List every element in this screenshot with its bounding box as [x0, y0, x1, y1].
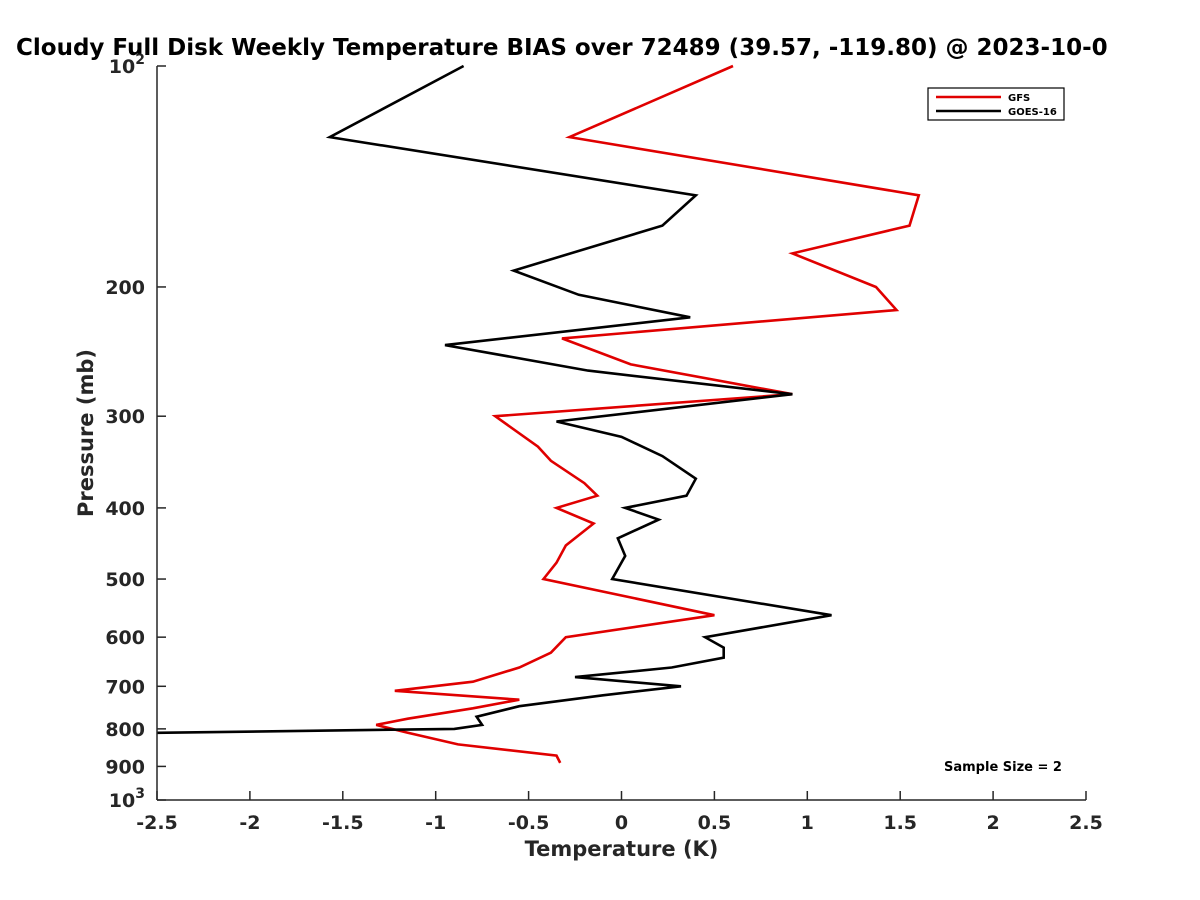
legend: GFS GOES-16: [927, 87, 1065, 121]
y-tick-label: 103: [109, 786, 145, 812]
y-tick-label: 102: [109, 52, 145, 78]
legend-label-gfs: GFS: [1008, 93, 1030, 104]
x-tick-label: 1.5: [883, 812, 917, 834]
series-line-gfs: [375, 64, 921, 764]
series-line-goes16: [156, 64, 832, 735]
series-layer: [156, 64, 921, 764]
legend-box: [927, 87, 1065, 121]
y-tick-label: 900: [105, 756, 145, 778]
legend-label-goes16: GOES-16: [1008, 107, 1057, 118]
axes: -2.5 -2 -1.5 -1 -0.5 0 0.5 1 1.5 2 2.5 102 200 300 40…: [105, 52, 1103, 834]
x-tick-label: -1: [425, 812, 446, 834]
x-axis-label: Temperature (K): [525, 837, 719, 861]
x-tick-label: 2: [986, 812, 999, 834]
x-tick-label: -1.5: [322, 812, 364, 834]
x-tick-label: 2.5: [1069, 812, 1103, 834]
x-tick-label: 0.5: [698, 812, 732, 834]
y-tick-label: 300: [105, 406, 145, 428]
chart-title: Cloudy Full Disk Weekly Temperature BIAS…: [16, 35, 1108, 61]
x-tick-label: 0: [615, 812, 628, 834]
y-axis-ticks: 102 200 300 400 500 600 700 800 900 103: [105, 52, 166, 812]
sample-size-annotation: Sample Size = 2: [944, 760, 1062, 775]
x-axis-ticks: -2.5 -2 -1.5 -1 -0.5 0 0.5 1 1.5 2 2.5: [136, 791, 1103, 834]
y-tick-label: 400: [105, 498, 145, 520]
y-tick-label: 500: [105, 569, 145, 591]
x-tick-label: -2.5: [136, 812, 178, 834]
y-tick-label: 800: [105, 719, 145, 741]
y-tick-label: 200: [105, 277, 145, 299]
y-tick-label: 700: [105, 676, 145, 698]
x-tick-label: -2: [239, 812, 260, 834]
y-tick-label: 600: [105, 627, 145, 649]
y-axis-label: Pressure (mb): [74, 349, 98, 517]
x-tick-label: 1: [801, 812, 814, 834]
x-tick-label: -0.5: [508, 812, 550, 834]
